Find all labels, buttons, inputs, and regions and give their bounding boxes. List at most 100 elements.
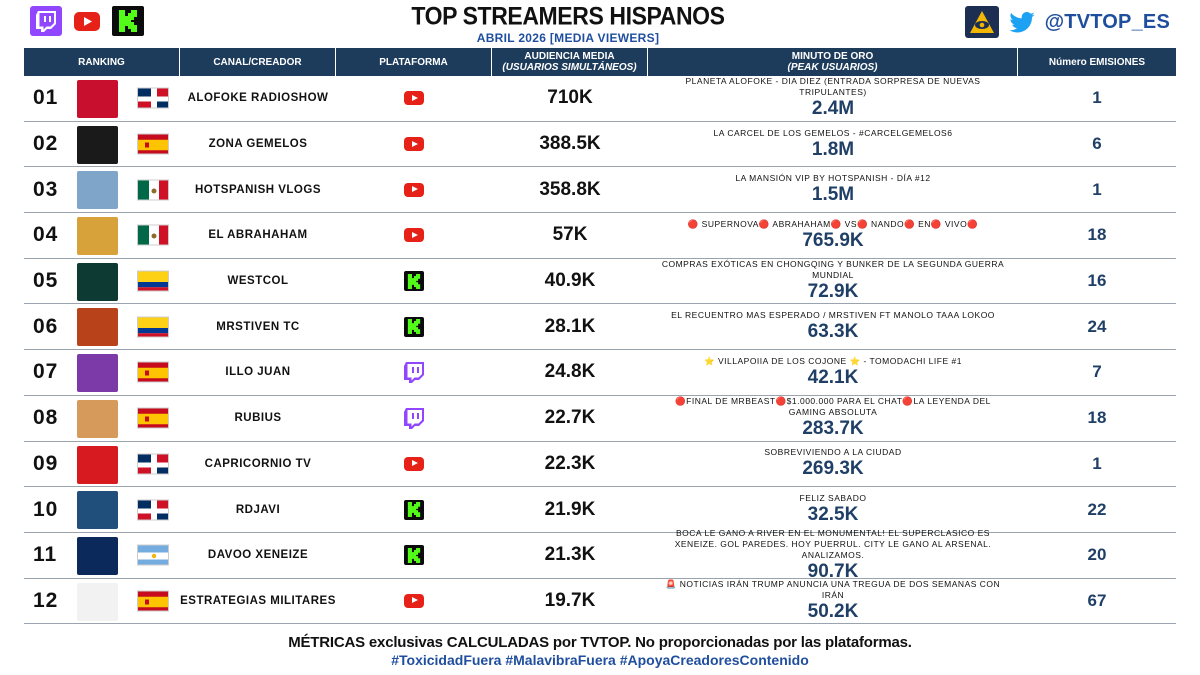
table-row: 04 EL ABRAHAHAM 57K 🔴 SUPERNOVA🔴 ABRAHAH… (24, 213, 1176, 259)
twitch-icon (30, 6, 62, 36)
channel-name[interactable]: WESTCOL (227, 275, 289, 288)
table-row: 07 ILLO JUAN 24.8K ⭐ VILLAPOIIA DE LOS C… (24, 350, 1176, 396)
peak-cell: BOCA LE GANO A RIVER EN EL MONUMENTAL! E… (648, 528, 1018, 582)
platform-cell (336, 76, 492, 121)
peak-cell: 🔴FINAL DE MRBEAST🔴$1.000.000 PARA EL CHA… (648, 396, 1018, 441)
channel-name[interactable]: RDJAVI (235, 503, 281, 516)
spain-flag-icon (137, 407, 169, 429)
emissions-count: 18 (1087, 408, 1107, 428)
peak-cell: ⭐ VILLAPOIIA DE LOS COJONE ⭐ - TOMODACHI… (648, 350, 1018, 395)
twitter-icon (1008, 11, 1035, 32)
emissions-count: 22 (1087, 499, 1107, 519)
average-audience: 22.3K (544, 452, 596, 474)
channel-name[interactable]: EL ABRAHAHAM (208, 229, 308, 242)
peak-viewers: 283.7K (802, 418, 864, 440)
table-row: 06 MRSTIVEN TC 28.1K EL RECUENTRO MAS ES… (24, 304, 1176, 351)
title-block: TOP STREAMERS HISPANOS ABRIL 2026 [MEDIA… (368, 1, 768, 45)
table-row: 01 ALOFOKE RADIOSHOW 710K PLANETA ALOFOK… (24, 76, 1176, 122)
youtube-icon (404, 228, 424, 243)
argentina-flag-icon (137, 544, 169, 566)
channel-name[interactable]: ILLO JUAN (225, 366, 291, 379)
rank-cell: 09 (24, 442, 180, 487)
emissions-count: 1 (1092, 179, 1102, 199)
average-audience: 24.8K (544, 361, 596, 383)
peak-cell: LA MANSIÓN VIP BY HOTSPANISH - DÍA #12 1… (648, 167, 1018, 212)
average-audience: 21.3K (544, 544, 596, 566)
channel-name[interactable]: CAPRICORNIO TV (204, 457, 312, 470)
dominican-republic-flag-icon (137, 453, 169, 475)
kick-icon (404, 545, 424, 566)
rank-number: 09 (33, 451, 59, 475)
spain-flag-icon (137, 361, 169, 383)
peak-viewers: 1.8M (811, 138, 855, 160)
peak-viewers: 90.7K (807, 560, 859, 582)
channel-avatar (77, 582, 118, 621)
average-audience: 28.1K (544, 315, 596, 337)
peak-viewers: 2.4M (811, 98, 855, 120)
table-body: 01 ALOFOKE RADIOSHOW 710K PLANETA ALOFOK… (24, 76, 1176, 625)
rank-number: 07 (33, 360, 59, 384)
dominican-republic-flag-icon (137, 499, 169, 521)
rank-number: 12 (33, 588, 59, 612)
twitch-icon (404, 361, 424, 383)
peak-stream-title: 🔴 SUPERNOVA🔴 ABRAHAHAM🔴 VS🔴 NANDO🔴 EN🔴 V… (687, 218, 979, 229)
platform-cell (336, 442, 492, 487)
channel-name[interactable]: MRSTIVEN TC (216, 320, 300, 333)
channel-name[interactable]: ESTRATEGIAS MILITARES (180, 594, 336, 607)
rank-cell: 02 (24, 122, 180, 167)
peak-stream-title: 🔴FINAL DE MRBEAST🔴$1.000.000 PARA EL CHA… (675, 396, 991, 418)
rank-cell: 11 (24, 533, 180, 578)
channel-avatar (77, 354, 118, 393)
emissions-count: 7 (1092, 362, 1102, 382)
channel-avatar (77, 536, 118, 575)
channel-name[interactable]: DAVOO XENEIZE (207, 549, 309, 562)
header: TOP STREAMERS HISPANOS ABRIL 2026 [MEDIA… (0, 0, 1200, 48)
rank-number: 01 (33, 86, 59, 110)
channel-name[interactable]: HOTSPANISH VLOGS (195, 183, 321, 196)
footer: MÉTRICAS exclusivas CALCULADAS por TVTOP… (0, 634, 1200, 668)
rank-number: 05 (33, 269, 59, 293)
footer-hashtags: #ToxicidadFuera #MalavibraFuera #ApoyaCr… (391, 652, 809, 668)
channel-avatar (77, 491, 118, 530)
average-audience: 358.8K (539, 178, 601, 200)
average-audience: 21.9K (544, 498, 596, 520)
peak-stream-title: EL RECUENTRO MAS ESPERADO / MRSTIVEN FT … (671, 310, 995, 321)
page-subtitle: ABRIL 2026 [MEDIA VIEWERS] (476, 31, 660, 45)
column-header-plataforma: PLATAFORMA (336, 48, 492, 76)
platform-cell (336, 213, 492, 258)
peak-cell: EL RECUENTRO MAS ESPERADO / MRSTIVEN FT … (648, 304, 1018, 349)
peak-stream-title: 🚨 NOTICIAS IRÁN TRUMP ANUNCIA UNA TREGUA… (665, 578, 1001, 600)
rank-cell: 12 (24, 579, 180, 624)
channel-name[interactable]: ALOFOKE RADIOSHOW (187, 92, 329, 105)
channel-name[interactable]: RUBIUS (234, 412, 282, 425)
column-header-audiencia: AUDIENCIA MEDIA (USUARIOS SIMULTÁNEOS) (492, 48, 648, 76)
peak-stream-title: ⭐ VILLAPOIIA DE LOS COJONE ⭐ - TOMODACHI… (704, 355, 962, 366)
average-audience: 40.9K (544, 270, 596, 292)
platform-cell (336, 350, 492, 395)
twitter-handle[interactable]: @TVTOP_ES (1044, 10, 1170, 33)
youtube-icon (404, 137, 424, 152)
peak-cell: FELIZ SABADO 32.5K (648, 487, 1018, 532)
page-title: TOP STREAMERS HISPANOS (411, 1, 725, 31)
platform-cell (336, 396, 492, 441)
kick-icon (112, 6, 144, 36)
peak-stream-title: FELIZ SABADO (799, 493, 867, 504)
platform-cell (336, 533, 492, 578)
emissions-count: 1 (1092, 453, 1102, 473)
rank-number: 03 (33, 177, 59, 201)
peak-viewers: 32.5K (807, 504, 859, 526)
peak-viewers: 63.3K (807, 321, 859, 343)
emissions-count: 16 (1087, 271, 1107, 291)
rank-cell: 08 (24, 396, 180, 441)
peak-viewers: 50.2K (807, 600, 859, 622)
platform-cell (336, 487, 492, 532)
average-audience: 710K (547, 87, 593, 109)
platform-cell (336, 122, 492, 167)
channel-name[interactable]: ZONA GEMELOS (208, 138, 308, 151)
channel-avatar (77, 217, 118, 256)
youtube-icon (404, 593, 424, 608)
spain-flag-icon (137, 590, 169, 612)
youtube-icon (404, 456, 424, 471)
peak-viewers: 765.9K (802, 229, 864, 251)
table-row: 12 ESTRATEGIAS MILITARES 19.7K 🚨 NOTICIA… (24, 579, 1176, 625)
